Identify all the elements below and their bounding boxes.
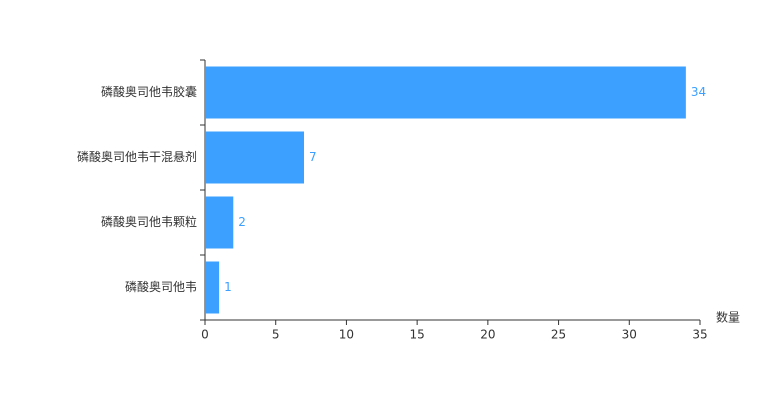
bar (205, 261, 220, 314)
y-tick-label: 磷酸奥司他韦 (125, 279, 197, 294)
x-tick-label: 20 (480, 328, 495, 342)
y-tick-label: 磷酸奥司他韦颗粒 (101, 214, 197, 229)
bar (205, 66, 686, 119)
data-label: 34 (691, 85, 706, 99)
data-label: 7 (309, 150, 317, 164)
x-axis-label: 数量 (716, 310, 740, 325)
x-tick-label: 30 (622, 328, 637, 342)
data-label: 2 (238, 215, 246, 229)
x-tick-label: 35 (692, 328, 707, 342)
bar (205, 131, 304, 184)
x-tick-label: 15 (410, 328, 425, 342)
bar (205, 196, 234, 249)
y-tick-label: 磷酸奥司他韦干混悬剂 (77, 149, 197, 164)
data-label: 1 (224, 280, 232, 294)
x-tick-label: 10 (339, 328, 354, 342)
x-tick-label: 5 (272, 328, 280, 342)
x-tick-label: 0 (201, 328, 209, 342)
y-tick-label: 磷酸奥司他韦胶囊 (101, 84, 197, 99)
x-tick-label: 25 (551, 328, 566, 342)
